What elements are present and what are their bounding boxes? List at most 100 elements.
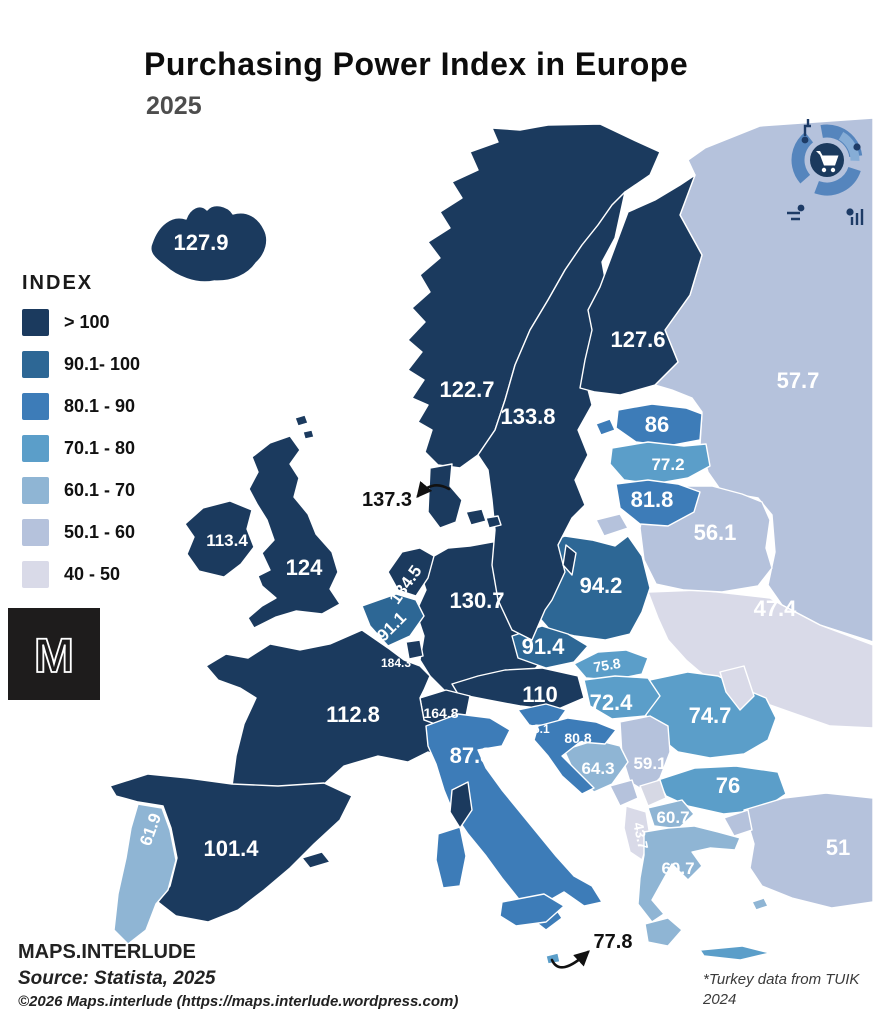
country-latvia: [609, 441, 711, 485]
legend-swatch: [22, 519, 49, 546]
legend-label: > 100: [64, 312, 110, 332]
m-logo: M: [8, 608, 100, 700]
region-corsica: [449, 781, 473, 829]
region-shetland: [294, 414, 309, 427]
region-crete: [699, 945, 771, 961]
label-uk: 124: [286, 555, 323, 580]
legend-label: 90.1- 100: [64, 354, 141, 374]
country-slovakia: [573, 649, 649, 681]
label-croatia: 80.8: [564, 730, 591, 746]
label-lithuania: 81.8: [631, 487, 674, 512]
region-kaliningrad: [595, 513, 629, 537]
country-north-macedonia: [647, 799, 695, 830]
country-portugal: [113, 803, 177, 945]
region-montenegro: [609, 779, 639, 807]
country-slovenia: [517, 703, 567, 727]
country-netherlands: [387, 547, 435, 597]
label-finland: 127.6: [610, 327, 665, 352]
legend-item: 40 - 50: [22, 561, 140, 588]
country-united-kingdom: [247, 435, 341, 629]
label-sweden: 133.8: [500, 404, 555, 429]
country-malta: [545, 952, 561, 965]
country-finland: [579, 174, 703, 396]
label-malta: 77.8: [594, 931, 633, 953]
country-turkey: [743, 792, 873, 909]
label-albania: 43.7: [630, 821, 651, 851]
label-slovenia: 86.1: [526, 722, 550, 736]
legend-item: > 100: [22, 309, 140, 336]
region-zealand: [465, 508, 487, 526]
legend-heading: INDEX: [22, 272, 94, 294]
legend-swatch: [22, 435, 49, 462]
legend-item: 70.1 - 80: [22, 435, 140, 462]
legend-label: 50.1 - 60: [64, 522, 136, 542]
label-luxembourg: 184.3: [381, 656, 411, 670]
country-ukraine: [647, 589, 873, 729]
legend-swatch: [22, 351, 49, 378]
legend-swatch: [22, 477, 49, 504]
region-peloponnese: [644, 917, 683, 947]
country-greece: [637, 825, 741, 923]
country-iceland: [150, 204, 268, 283]
label-latvia: 77.2: [651, 455, 684, 474]
source-credit: Source: Statista, 2025: [18, 968, 216, 989]
legend-label: 80.1 - 90: [64, 396, 136, 416]
label-france: 112.8: [326, 702, 380, 727]
legend: INDEX > 100 90.1- 100 80.1 - 90 70.1 - 8…: [22, 272, 140, 603]
region-sardinia: [435, 826, 467, 889]
country-luxembourg: [405, 639, 424, 660]
malta-arrow: [550, 950, 590, 969]
turkey-data-note: *Turkey data from TUIK 2024: [703, 971, 860, 1009]
legend-item: 80.1 - 90: [22, 393, 140, 420]
country-estonia: [615, 403, 703, 447]
label-estonia: 86: [645, 412, 669, 437]
region-kosovo: [639, 779, 667, 807]
legend-label: 70.1 - 80: [64, 438, 136, 458]
country-ireland: [184, 500, 255, 578]
legend-swatch: [22, 561, 49, 588]
footer: MAPS.INTERLUDE Source: Statista, 2025 ©2…: [18, 941, 458, 1010]
country-austria: [451, 667, 585, 711]
label-bulgaria: 76: [716, 773, 740, 798]
country-lithuania: [615, 479, 701, 527]
label-romania: 74.7: [689, 703, 732, 728]
region-orkney: [302, 429, 315, 440]
legend-item: 60.1 - 70: [22, 477, 140, 504]
label-poland: 94.2: [580, 573, 623, 598]
label-spain: 101.4: [203, 836, 259, 861]
country-croatia: [533, 717, 617, 795]
country-turkey-thrace: [723, 809, 753, 837]
label-turkey: 51: [826, 835, 850, 860]
label-iceland: 127.9: [173, 230, 228, 255]
label-germany: 130.7: [449, 588, 504, 613]
m-logo-letter: M: [34, 630, 74, 683]
denmark-arrow: [416, 481, 451, 499]
legend-label: 60.1 - 70: [64, 480, 136, 500]
legend-item: 50.1 - 60: [22, 519, 140, 546]
label-belarus: 56.1: [694, 520, 737, 545]
country-hungary: [583, 675, 661, 720]
label-switzerland: 164.8: [423, 705, 458, 721]
brand-name: MAPS.INTERLUDE: [18, 941, 196, 963]
label-ireland: 113.4: [206, 531, 248, 550]
label-norway: 122.7: [439, 377, 494, 402]
region-aegean-island: [751, 897, 769, 911]
label-serbia: 59.1: [633, 754, 666, 773]
region-moldova: [719, 665, 755, 711]
country-spain: [109, 773, 353, 923]
label-north-macedonia: 60.7: [656, 808, 689, 827]
label-italy: 87.3: [450, 743, 493, 768]
region-funen: [485, 515, 502, 529]
country-italy: [425, 713, 603, 931]
region-balearics: [301, 851, 331, 869]
legend-swatch: [22, 309, 49, 336]
label-greece: 60.7: [661, 859, 694, 878]
label-austria: 110: [522, 682, 558, 707]
region-gotland: [562, 544, 577, 576]
page-title: Purchasing Power Index in Europe: [144, 46, 689, 82]
copyright-line: ©2026 Maps.interlude (https://maps.inter…: [18, 993, 459, 1010]
label-slovakia: 75.8: [592, 655, 622, 675]
label-denmark: 137.3: [362, 489, 412, 511]
